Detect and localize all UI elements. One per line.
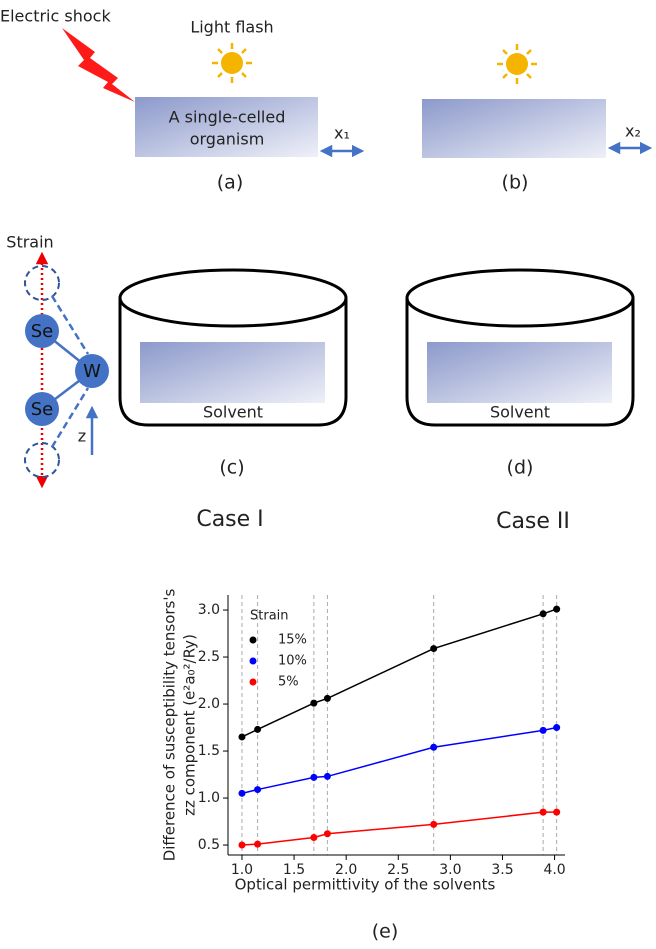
figure: Electric shock Light flash A single-cell…: [0, 0, 656, 949]
point: [310, 834, 317, 841]
point: [310, 700, 317, 707]
atom-label: Se: [31, 321, 54, 342]
sun: [497, 44, 537, 84]
y-tick-label: 0.5: [198, 837, 220, 853]
legend-marker: [250, 679, 257, 686]
series-line: [242, 609, 557, 737]
panel-label: (e): [372, 921, 399, 943]
point: [238, 842, 245, 849]
point: [254, 841, 261, 848]
point: [540, 809, 547, 816]
x-tick-label: 4.0: [543, 862, 565, 878]
legend-marker: [250, 637, 257, 644]
point: [553, 809, 560, 816]
x-tick-label: 2.0: [335, 862, 357, 878]
panel-label: (d): [507, 457, 534, 479]
electric-shock: Electric shock: [0, 7, 111, 26]
y-tick-label: 1.0: [198, 790, 220, 806]
case-label: Case II: [496, 509, 570, 534]
atom-label: W: [83, 361, 101, 382]
legend-label: 10%: [278, 654, 307, 669]
case-label: Case I: [196, 507, 263, 532]
y-tick-label: 3.0: [198, 602, 220, 618]
solvent-label: Solvent: [203, 403, 263, 422]
x-tick-label: 2.5: [387, 862, 409, 878]
light-flash: Light flash: [190, 18, 273, 37]
series-line: [242, 728, 557, 794]
legend-title: Strain: [250, 609, 289, 624]
point: [540, 610, 547, 617]
point: [540, 727, 547, 734]
legend-marker: [250, 658, 257, 665]
y-axis-label: Difference of susceptibility tensors's: [161, 589, 179, 862]
series-line: [242, 812, 557, 845]
point: [324, 773, 331, 780]
sun: [212, 43, 252, 83]
x-tick-label: 3.0: [439, 862, 461, 878]
point: [238, 733, 245, 740]
organism-box: [140, 342, 325, 403]
point: [324, 695, 331, 702]
point: [324, 830, 331, 837]
x-tick-label: 1.5: [283, 862, 305, 878]
point: [553, 606, 560, 613]
organism-label: organism: [190, 130, 265, 149]
x1-label: x₁: [334, 124, 350, 143]
y-axis-label: zz component (e²a₀²/Ry): [181, 634, 199, 816]
panel-label: (b): [502, 172, 529, 194]
organism-box: [427, 342, 612, 403]
x-tick-label: 3.5: [491, 862, 513, 878]
y-tick-label: 2.0: [198, 696, 220, 712]
point: [430, 744, 437, 751]
point: [430, 821, 437, 828]
y-tick-label: 1.5: [198, 743, 220, 759]
x-axis-label: Optical permittivity of the solvents: [235, 876, 496, 894]
legend-label: 5%: [278, 675, 299, 690]
point: [310, 774, 317, 781]
point: [254, 726, 261, 733]
atom-label: Se: [31, 399, 54, 420]
organism-box: [422, 99, 606, 158]
x2-label: x₂: [625, 122, 641, 141]
panel-label: (c): [219, 457, 244, 479]
z-label: z: [78, 427, 86, 446]
legend-label: 15%: [278, 633, 307, 648]
strain-label: Strain: [6, 233, 53, 252]
panel-label: (a): [217, 172, 243, 194]
lightning: [62, 28, 135, 102]
point: [430, 645, 437, 652]
x-tick-label: 1.0: [231, 862, 253, 878]
point: [238, 790, 245, 797]
point: [254, 786, 261, 793]
solvent-label: Solvent: [490, 403, 550, 422]
organism-label: A single-celled: [169, 108, 286, 127]
y-tick-label: 2.5: [198, 649, 220, 665]
page: Electric shock Light flash A single-cell…: [0, 0, 656, 949]
point: [553, 724, 560, 731]
